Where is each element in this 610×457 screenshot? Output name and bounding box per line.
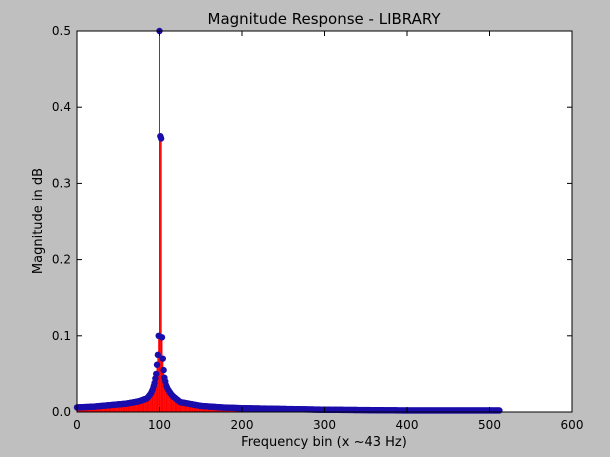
y-tick-label: 0.4 xyxy=(52,100,71,114)
x-axis-label: Frequency bin (x ~43 Hz) xyxy=(241,435,407,450)
stem-marker xyxy=(153,361,161,368)
stem-marker xyxy=(157,135,165,142)
stem-marker xyxy=(154,351,162,359)
x-tick-label: 400 xyxy=(396,418,419,432)
x-tick-label: 300 xyxy=(313,418,336,432)
y-tick-label: 0.1 xyxy=(52,329,71,343)
stem-marker xyxy=(159,355,166,362)
y-tick-label: 0.3 xyxy=(52,176,71,190)
stem-marker xyxy=(158,334,166,341)
y-tick-label: 0.2 xyxy=(52,253,71,267)
x-tick-label: 100 xyxy=(148,418,171,432)
stem-marker xyxy=(153,370,160,378)
y-axis-label: Magnitude in dB xyxy=(31,168,46,274)
chart-title: Magnitude Response - LIBRARY xyxy=(208,10,442,28)
y-tick-label: 0.0 xyxy=(52,405,71,419)
stem-marker xyxy=(160,366,167,374)
y-tick-label: 0.5 xyxy=(52,24,71,38)
y-axis-ticks: 0.0 0.1 0.2 0.3 0.4 0.5 xyxy=(52,24,572,419)
plot-area xyxy=(77,31,572,412)
stem-marker xyxy=(496,407,503,414)
x-tick-label: 600 xyxy=(561,418,584,432)
x-tick-label: 0 xyxy=(73,418,81,432)
x-axis-ticks: 0 100 200 300 400 500 600 xyxy=(73,31,583,432)
x-tick-label: 200 xyxy=(231,418,254,432)
x-tick-label: 500 xyxy=(478,418,501,432)
